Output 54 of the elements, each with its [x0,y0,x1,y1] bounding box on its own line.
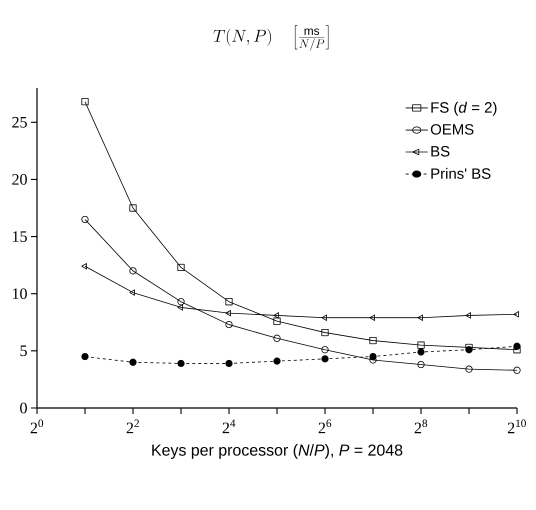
point [225,320,233,328]
point [513,311,520,318]
point [273,358,281,365]
point [513,366,521,374]
point [273,318,281,325]
y-tick-label: 5 [20,346,27,356]
x-tick-label: 2$^{4}$ [222,420,236,434]
point [129,289,135,296]
y-tick-label: 0 [20,402,27,414]
point [273,334,281,342]
x-tick-label: 2$^{10}$ [508,420,526,434]
y-tick-label: 15 [12,231,27,242]
point [81,216,89,224]
point [225,298,233,306]
point [417,360,425,368]
y-tick-label: 20 [12,174,27,185]
point [177,360,185,368]
x-axis-title: Keys per processor (N/P), P = 2048 [152,444,402,459]
point [465,344,473,352]
point [129,358,137,366]
point [369,336,377,344]
point [273,312,279,319]
x-tick-label: 2$^{6}$ [318,420,332,434]
point [177,298,185,306]
x-tick-label: 2$^{8}$ [414,420,428,434]
point [321,314,327,321]
point [129,267,137,274]
legend-label: OEMS [430,124,474,135]
point [81,98,89,106]
point [321,328,329,336]
point [129,204,137,212]
point [177,304,183,311]
point [417,342,425,349]
point [369,314,376,321]
point [225,360,233,368]
point [81,352,89,360]
point [465,366,473,373]
legend-label: Prins' BS [431,168,490,179]
legend-label: BS [431,146,450,157]
point [321,355,329,362]
point [177,264,185,272]
point [417,348,425,356]
y-tick-label: 25 [12,116,27,128]
point [465,312,472,319]
chart-title: $T(N,P) \quad \left[\frac{\mathrm{ms}}{N/P}\right]$ [213,25,328,51]
legend-label: FS (d = 2) [431,102,496,116]
x-tick-label: 2$^{2}$ [126,420,139,434]
x-tick-label: 2$^{0}$ [30,420,44,434]
point [225,310,231,316]
point [321,346,329,354]
y-tick-label: 10 [12,288,27,300]
point [81,263,87,270]
point [513,346,521,354]
point [417,314,424,321]
